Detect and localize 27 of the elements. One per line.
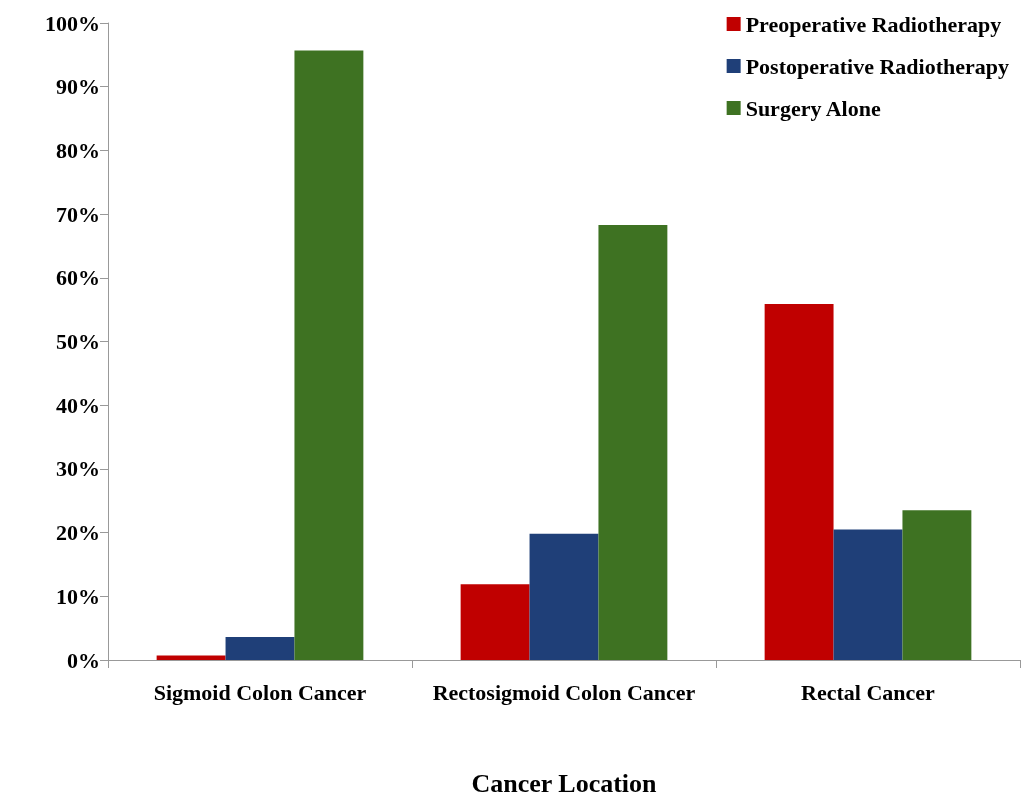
y-tick-label: 70% — [56, 201, 100, 227]
legend-label: Postoperative Radiotherapy — [745, 53, 1009, 79]
bar — [460, 584, 530, 660]
bar — [294, 50, 364, 660]
y-tick-label: 10% — [56, 583, 100, 609]
bar — [833, 529, 903, 660]
bar — [529, 533, 599, 660]
legend-label: Surgery Alone — [745, 95, 881, 121]
legend-label: Preoperative Radiotherapy — [745, 11, 1002, 37]
bar — [598, 224, 668, 660]
y-tick-label: 80% — [56, 137, 100, 163]
x-tick-label: Rectal Cancer — [801, 679, 936, 705]
x-tick-label: Rectosigmoid Colon Cancer — [432, 679, 696, 705]
bar — [764, 303, 834, 660]
y-tick-label: 50% — [56, 329, 100, 354]
x-axis-title: Cancer Location — [471, 768, 658, 798]
y-tick-label: 0% — [67, 647, 100, 673]
bar — [156, 655, 226, 660]
y-tick-label: 60% — [56, 265, 100, 291]
y-tick-label: 30% — [56, 456, 100, 482]
y-tick-label: 90% — [56, 74, 100, 100]
x-tick-label: Sigmoid Colon Cancer — [153, 679, 367, 705]
y-tick-label: 20% — [56, 520, 100, 546]
y-tick-label: 100% — [45, 10, 100, 36]
bar — [902, 510, 972, 660]
bar — [225, 637, 295, 660]
y-tick-label: 40% — [56, 392, 100, 418]
